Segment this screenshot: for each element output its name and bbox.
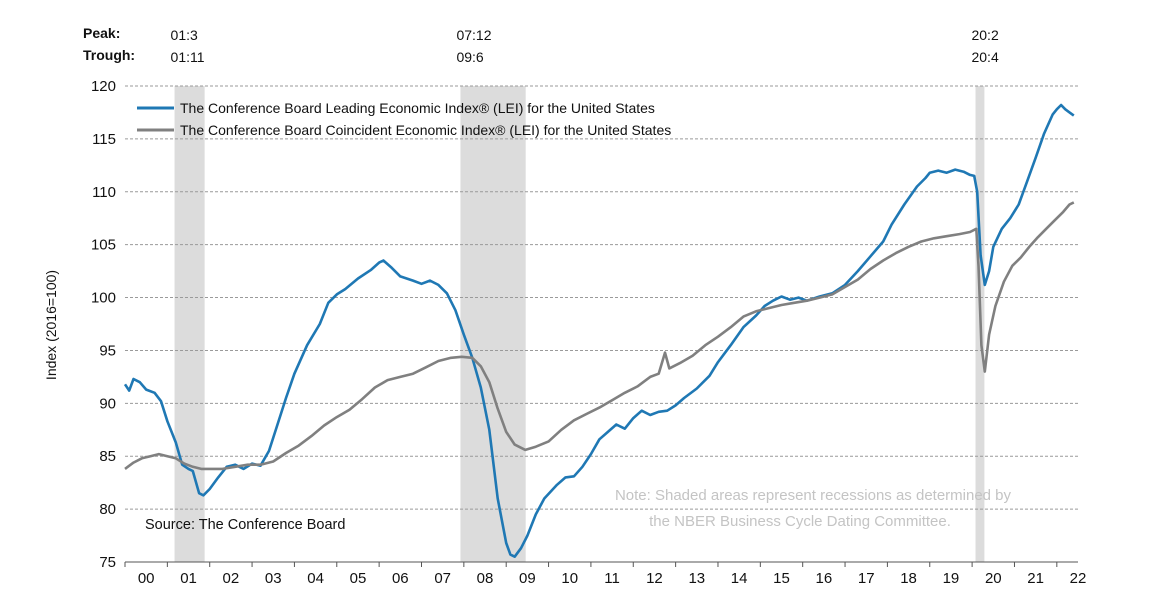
recession-trough-label-2: 09:6 bbox=[456, 49, 483, 65]
legend-label-lei: The Conference Board Leading Economic In… bbox=[180, 100, 655, 116]
x-tick-label-21: 21 bbox=[1027, 570, 1044, 587]
x-axis-tick-labels: 00 01 02 03 04 05 06 07 08 09 10 11 12 13 14 15 16 17 18 19… bbox=[138, 570, 1087, 587]
x-tick-label-16: 16 bbox=[816, 570, 833, 587]
x-tick-label-19: 19 bbox=[943, 570, 960, 587]
series-line-cei bbox=[124, 201, 1075, 471]
x-tick-label-18: 18 bbox=[900, 570, 917, 587]
x-tick-label-10: 10 bbox=[561, 570, 578, 587]
x-tick-label-11: 11 bbox=[604, 570, 620, 587]
trough-header-label: Trough: bbox=[83, 47, 135, 63]
x-tick-label-22: 22 bbox=[1070, 570, 1087, 587]
x-tick-label-12: 12 bbox=[646, 570, 663, 587]
x-tick-label-14: 14 bbox=[731, 570, 748, 587]
x-tick-label-03: 03 bbox=[265, 570, 282, 587]
axes bbox=[124, 561, 1078, 567]
y-tick-label-90: 90 bbox=[99, 395, 116, 412]
horizontal-gridlines bbox=[125, 85, 1078, 510]
recession-date-labels: 01:3 01:11 07:12 09:6 20:2 20:4 bbox=[171, 27, 999, 65]
y-tick-label-80: 80 bbox=[99, 501, 116, 518]
y-axis-tick-labels: 75 80 85 90 95 100 105 110 115 120 bbox=[91, 78, 116, 571]
x-tick-label-05: 05 bbox=[350, 570, 367, 587]
x-tick-label-09: 09 bbox=[519, 570, 536, 587]
source-note: Source: The Conference Board bbox=[145, 517, 345, 533]
x-tick-label-02: 02 bbox=[223, 570, 240, 587]
recession-peak-label-3: 20:2 bbox=[971, 27, 998, 43]
series-lines bbox=[123, 103, 1075, 558]
y-tick-label-120: 120 bbox=[91, 78, 116, 95]
x-tick-label-06: 06 bbox=[392, 570, 409, 587]
x-tick-label-07: 07 bbox=[434, 570, 451, 587]
x-tick-label-01: 01 bbox=[180, 570, 197, 587]
recession-trough-label-1: 01:11 bbox=[171, 49, 205, 65]
y-tick-label-100: 100 bbox=[91, 290, 116, 307]
recession-peak-label-2: 07:12 bbox=[456, 27, 491, 43]
legend-label-cei: The Conference Board Coincident Economic… bbox=[180, 122, 671, 138]
y-tick-label-85: 85 bbox=[99, 448, 116, 465]
recession-note-line-1: Note: Shaded areas represent recessions … bbox=[615, 487, 1012, 504]
recession-band-1 bbox=[174, 86, 205, 562]
y-tick-label-115: 115 bbox=[92, 131, 116, 148]
x-tick-label-17: 17 bbox=[858, 570, 875, 587]
recession-band-2 bbox=[460, 86, 526, 562]
x-tick-label-08: 08 bbox=[477, 570, 494, 587]
recession-note-line-2: the NBER Business Cycle Dating Committee… bbox=[649, 513, 951, 530]
recession-peak-label-1: 01:3 bbox=[171, 27, 198, 43]
y-tick-label-75: 75 bbox=[99, 554, 116, 571]
y-tick-label-105: 105 bbox=[91, 237, 116, 254]
peak-header-label: Peak: bbox=[83, 25, 120, 41]
x-tick-label-15: 15 bbox=[773, 570, 790, 587]
x-tick-label-04: 04 bbox=[307, 570, 324, 587]
legend: The Conference Board Leading Economic In… bbox=[137, 100, 671, 138]
x-tick-label-00: 00 bbox=[138, 570, 155, 587]
y-tick-label-95: 95 bbox=[99, 342, 116, 359]
x-tick-label-13: 13 bbox=[688, 570, 705, 587]
recession-trough-label-3: 20:4 bbox=[971, 49, 998, 65]
y-tick-label-110: 110 bbox=[92, 184, 116, 201]
y-axis-label: Index (2016=100) bbox=[43, 270, 59, 380]
x-tick-label-20: 20 bbox=[985, 570, 1002, 587]
